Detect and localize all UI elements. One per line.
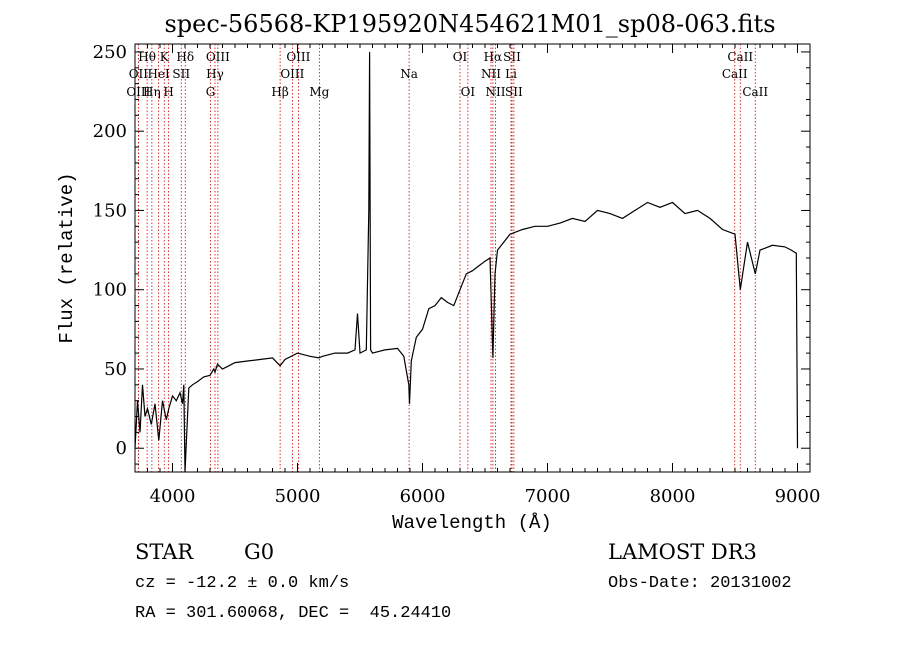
spectral-line-label: NII (481, 67, 501, 81)
y-axis-label: Flux (relative) (56, 172, 78, 343)
y-tick-label: 200 (93, 121, 127, 142)
spectral-line-label: Hβ (271, 85, 288, 99)
y-tick-label: 150 (93, 200, 127, 221)
spectral-line-label: OI (453, 50, 468, 64)
spectral-line-label: Li (505, 67, 517, 81)
spectral-line-label: OIII (126, 85, 150, 99)
x-tick-label: 7000 (525, 486, 571, 507)
spectral-line-label: OI (461, 85, 476, 99)
y-tick-label: 0 (116, 438, 127, 459)
spectral-line-label: Hη (143, 85, 161, 99)
spectral-line-label: CaII (742, 85, 768, 99)
object-class: STAR (135, 540, 194, 564)
spectral-line-label: SII (503, 50, 521, 64)
y-tick-label: 50 (104, 359, 127, 380)
spectral-line-label: OIII (206, 50, 230, 64)
spectral-line-label: G (206, 85, 216, 99)
x-tick-label: 9000 (775, 486, 821, 507)
spectral-line-label: Mg (309, 85, 329, 99)
spectral-line-label: Hα (484, 50, 503, 64)
x-axis-label: Wavelength (Å) (392, 512, 552, 534)
spectral-line-label: Hδ (176, 50, 194, 64)
spectral-line-label: K (160, 50, 170, 64)
spectral-line-label: CaII (727, 50, 753, 64)
spectral-line-label: H (163, 85, 173, 99)
spectral-line-label: NII (486, 85, 506, 99)
spectral-line-label: CaII (722, 67, 748, 81)
spectral-line-label: OIII (286, 50, 310, 64)
spectral-line-label: Hγ (206, 67, 224, 81)
y-tick-label: 250 (93, 42, 127, 63)
x-tick-label: 5000 (275, 486, 321, 507)
chart-title: spec-56568-KP195920N454621M01_sp08-063.f… (164, 10, 775, 38)
plot-frame (134, 43, 811, 473)
x-tick-label: 6000 (400, 486, 446, 507)
spectral-line-label: Na (400, 67, 418, 81)
axis-ticks: 4000 5000 6000 7000 8000 9000 0 50 100 150 200 250 (93, 42, 821, 507)
object-subclass: G0 (244, 540, 275, 564)
survey-name: LAMOST DR3 (608, 540, 757, 564)
spectral-line-markers: Hθ OII OIII K HeI Hη Hδ SII H OIII Hγ G Hβ OIII OIII Mg… (126, 44, 768, 472)
redshift-readout: cz = -12.2 ± 0.0 km/s (135, 574, 350, 593)
x-tick-label: 4000 (150, 486, 196, 507)
y-tick-label: 100 (93, 280, 127, 301)
spectral-line-label: HeI (147, 67, 170, 81)
spectral-line-label: Hθ (138, 50, 156, 64)
x-tick-label: 8000 (650, 486, 696, 507)
spectral-line-label: SII (505, 85, 523, 99)
spectrum-series-line (134, 51, 799, 473)
observation-date: Obs-Date: 20131002 (608, 574, 792, 593)
spectral-line-label: SII (172, 67, 190, 81)
coordinates-readout: RA = 301.60068, DEC = 45.24410 (135, 604, 452, 623)
spectral-line-label: OIII (280, 67, 304, 81)
spectral-line-label: OII (129, 67, 149, 81)
